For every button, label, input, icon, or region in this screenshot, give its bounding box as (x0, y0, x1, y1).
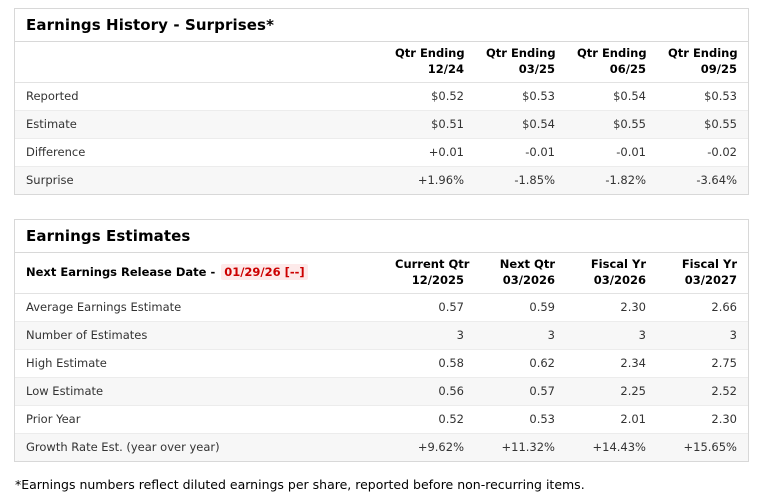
cell-value: 3 (547, 328, 555, 342)
row-label: Low Estimate (26, 384, 104, 398)
table-row: Prior Year 0.52 0.53 2.01 2.30 (15, 405, 748, 433)
column-header: Qtr Ending 06/25 (577, 46, 647, 76)
next-earnings-release-date[interactable]: 01/29/26 [--] (221, 263, 308, 280)
cell-value: $0.54 (613, 89, 646, 103)
earnings-estimates-table: Next Earnings Release Date - 01/29/26 [-… (15, 253, 748, 461)
cell-value: -0.02 (707, 145, 737, 159)
cell-value: 0.53 (529, 412, 555, 426)
column-header: Qtr Ending 03/25 (486, 46, 556, 76)
cell-value: $0.51 (431, 117, 464, 131)
cell-value: 2.75 (711, 356, 737, 370)
cell-value: 2.30 (620, 300, 646, 314)
cell-value: $0.53 (704, 89, 737, 103)
empty-header-cell (15, 42, 384, 82)
earnings-history-panel: Earnings History - Surprises* Qtr Ending… (14, 8, 749, 195)
cell-value: +15.65% (683, 440, 738, 455)
table-row: Growth Rate Est. (year over year) +9.62% +… (15, 433, 748, 461)
row-label: Surprise (26, 173, 74, 188)
table-row: Estimate $0.51 $0.54 $0.55 $0.55 (15, 110, 748, 138)
cell-value: +14.43% (592, 440, 647, 455)
row-label: Difference (26, 145, 86, 159)
cell-value: 0.52 (438, 412, 464, 426)
cell-value: 0.59 (529, 300, 555, 314)
cell-value: +0.01 (428, 145, 464, 159)
column-header: Fiscal Yr 03/2027 (681, 257, 737, 287)
cell-value: 0.56 (438, 384, 464, 398)
earnings-estimates-body: Average Earnings Estimate 0.57 0.59 2.30 2.6… (15, 293, 748, 461)
column-header: Next Qtr 03/2026 (499, 257, 555, 287)
cell-value: 0.62 (529, 356, 555, 370)
cell-value: 2.25 (620, 384, 646, 398)
cell-value: $0.52 (431, 89, 464, 103)
footnote: *Earnings numbers reflect diluted earnin… (15, 477, 585, 492)
column-header: Current Qtr 12/2025 (395, 257, 470, 287)
cell-value: -1.82% (605, 173, 646, 188)
header-row: Next Earnings Release Date - 01/29/26 [-… (15, 253, 748, 293)
cell-value: 2.34 (620, 356, 646, 370)
earnings-estimates-header: Next Earnings Release Date - 01/29/26 [-… (15, 253, 748, 293)
cell-value: +11.32% (501, 440, 556, 455)
table-row: Surprise +1.96% -1.85% -1.82% -3.64% (15, 166, 748, 194)
header-row: Qtr Ending 12/24 Qtr Ending 03/25 Qtr Ending… (15, 42, 748, 82)
column-header: Fiscal Yr 03/2026 (590, 257, 646, 287)
row-label: Average Earnings Estimate (26, 300, 182, 314)
row-label: Estimate (26, 117, 77, 131)
cell-value: $0.54 (522, 117, 555, 131)
cell-value: 3 (638, 328, 646, 342)
row-label: Prior Year (26, 412, 81, 426)
earnings-history-title: Earnings History - Surprises* (15, 9, 748, 42)
column-header: Qtr Ending 09/25 (668, 46, 738, 76)
cell-value: -3.64% (696, 173, 737, 188)
cell-value: 2.01 (620, 412, 646, 426)
cell-value: +1.96% (417, 173, 464, 188)
next-earnings-release-label: Next Earnings Release Date - (26, 264, 220, 279)
table-row: Reported $0.52 $0.53 $0.54 $0.53 (15, 82, 748, 110)
table-row: Difference +0.01 -0.01 -0.01 -0.02 (15, 138, 748, 166)
cell-value: 0.57 (529, 384, 555, 398)
earnings-estimates-title: Earnings Estimates (15, 220, 748, 253)
row-label: Reported (26, 89, 79, 103)
table-row: Number of Estimates 3 3 3 3 (15, 321, 748, 349)
column-header: Qtr Ending 12/24 (395, 46, 465, 76)
earnings-history-header: Qtr Ending 12/24 Qtr Ending 03/25 Qtr Ending… (15, 42, 748, 82)
cell-value: $0.53 (522, 89, 555, 103)
cell-value: 3 (456, 328, 464, 342)
cell-value: -0.01 (525, 145, 555, 159)
cell-value: 2.66 (711, 300, 737, 314)
table-row: Average Earnings Estimate 0.57 0.59 2.30 2.6… (15, 293, 748, 321)
cell-value: 0.58 (438, 356, 464, 370)
cell-value: $0.55 (704, 117, 737, 131)
table-row: Low Estimate 0.56 0.57 2.25 2.52 (15, 377, 748, 405)
cell-value: 0.57 (438, 300, 464, 314)
row-label: High Estimate (26, 356, 107, 370)
cell-value: $0.55 (613, 117, 646, 131)
table-row: High Estimate 0.58 0.62 2.34 2.75 (15, 349, 748, 377)
earnings-history-table: Qtr Ending 12/24 Qtr Ending 03/25 Qtr Ending… (15, 42, 748, 194)
cell-value: 3 (729, 328, 737, 342)
cell-value: 2.30 (711, 412, 737, 426)
earnings-estimates-panel: Earnings Estimates Next Earnings Release… (14, 219, 749, 462)
cell-value: 2.52 (711, 384, 737, 398)
row-label: Number of Estimates (26, 328, 148, 342)
cell-value: -0.01 (616, 145, 646, 159)
earnings-history-body: Reported $0.52 $0.53 $0.54 $0.53 Estimate $0.5… (15, 82, 748, 194)
next-earnings-release-cell: Next Earnings Release Date - 01/29/26 [-… (15, 253, 384, 293)
row-label: Growth Rate Est. (year over year) (26, 440, 220, 455)
cell-value: -1.85% (514, 173, 555, 188)
cell-value: +9.62% (417, 440, 464, 455)
